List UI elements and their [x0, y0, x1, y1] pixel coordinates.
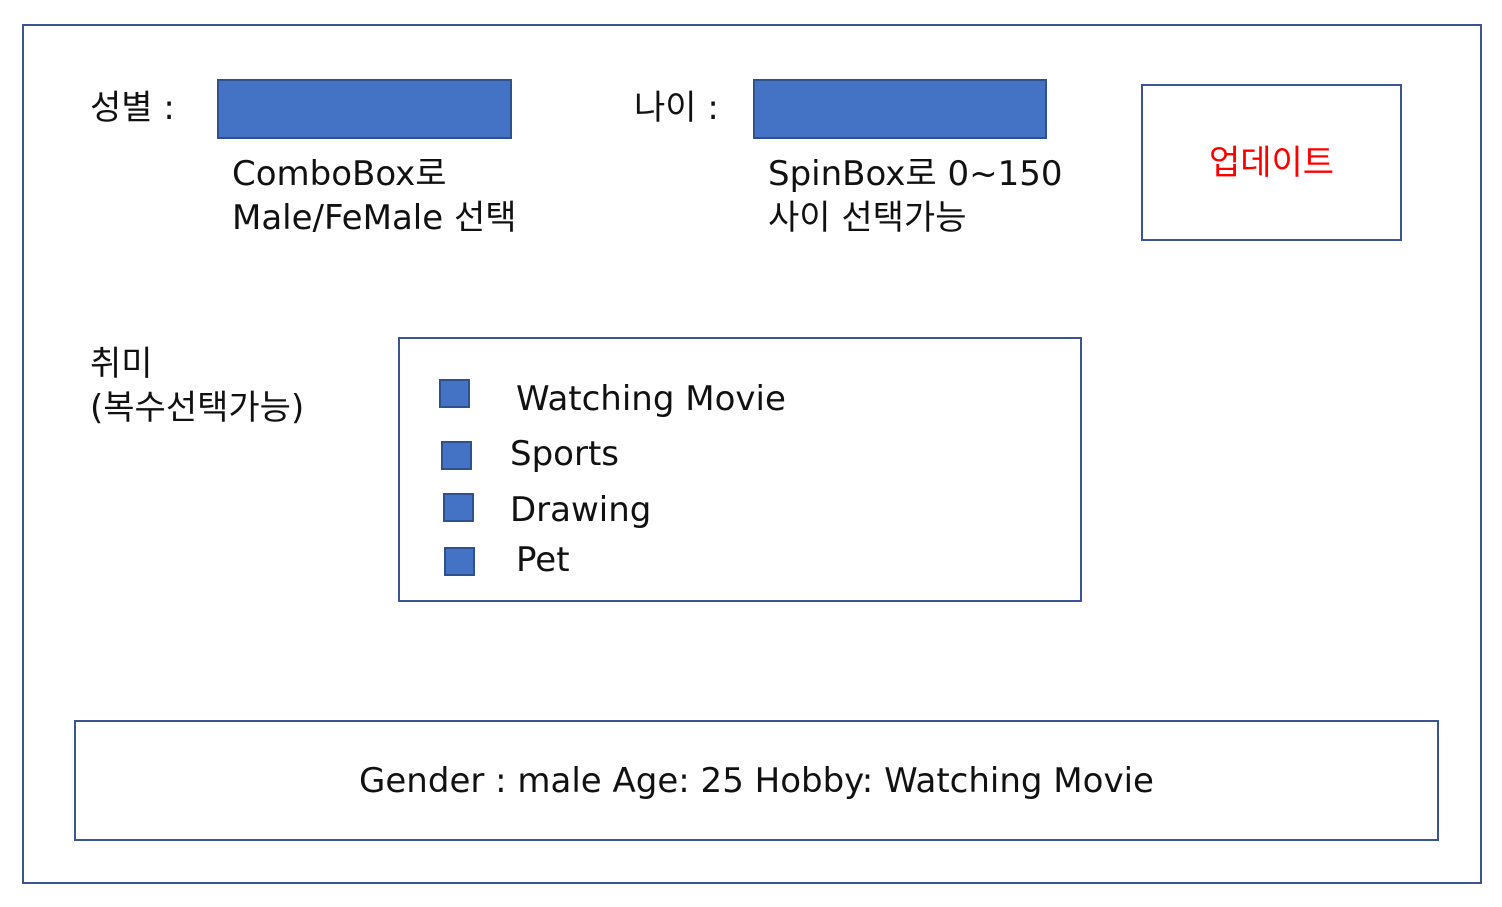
hobby-checkbox-watching-movie[interactable]: [439, 379, 470, 408]
gender-combobox[interactable]: [217, 79, 512, 139]
gender-note: ComboBox로 Male/FeMale 선택: [232, 152, 517, 240]
hobby-checkbox-group: Watching Movie Sports Drawing Pet: [398, 337, 1082, 602]
hobby-checkbox-pet[interactable]: [444, 547, 475, 576]
age-note: SpinBox로 0~150 사이 선택가능: [768, 152, 1062, 240]
hobby-label-line2: (복수선택가능): [90, 388, 305, 428]
hobby-label: 취미 (복수선택가능): [90, 342, 304, 430]
age-note-line1: SpinBox로 0~150: [768, 154, 1063, 194]
update-button[interactable]: 업데이트: [1141, 84, 1402, 241]
gender-note-line2: Male/FeMale 선택: [232, 198, 517, 238]
age-label: 나이 :: [634, 88, 719, 128]
window-frame: [22, 24, 1482, 884]
age-spinbox[interactable]: [753, 79, 1047, 139]
hobby-option-drawing[interactable]: Drawing: [510, 490, 652, 530]
hobby-checkbox-drawing[interactable]: [443, 493, 474, 522]
hobby-option-sports[interactable]: Sports: [510, 434, 619, 474]
result-output: Gender : male Age: 25 Hobby: Watching Mo…: [74, 720, 1439, 841]
age-note-line2: 사이 선택가능: [768, 198, 967, 238]
hobby-option-pet[interactable]: Pet: [516, 540, 570, 580]
result-text: Gender : male Age: 25 Hobby: Watching Mo…: [359, 760, 1154, 801]
hobby-label-line1: 취미: [90, 344, 153, 384]
hobby-checkbox-sports[interactable]: [441, 441, 472, 470]
hobby-option-watching-movie[interactable]: Watching Movie: [516, 379, 786, 419]
gender-note-line1: ComboBox로: [232, 154, 447, 194]
gender-label: 성별 :: [90, 88, 175, 128]
